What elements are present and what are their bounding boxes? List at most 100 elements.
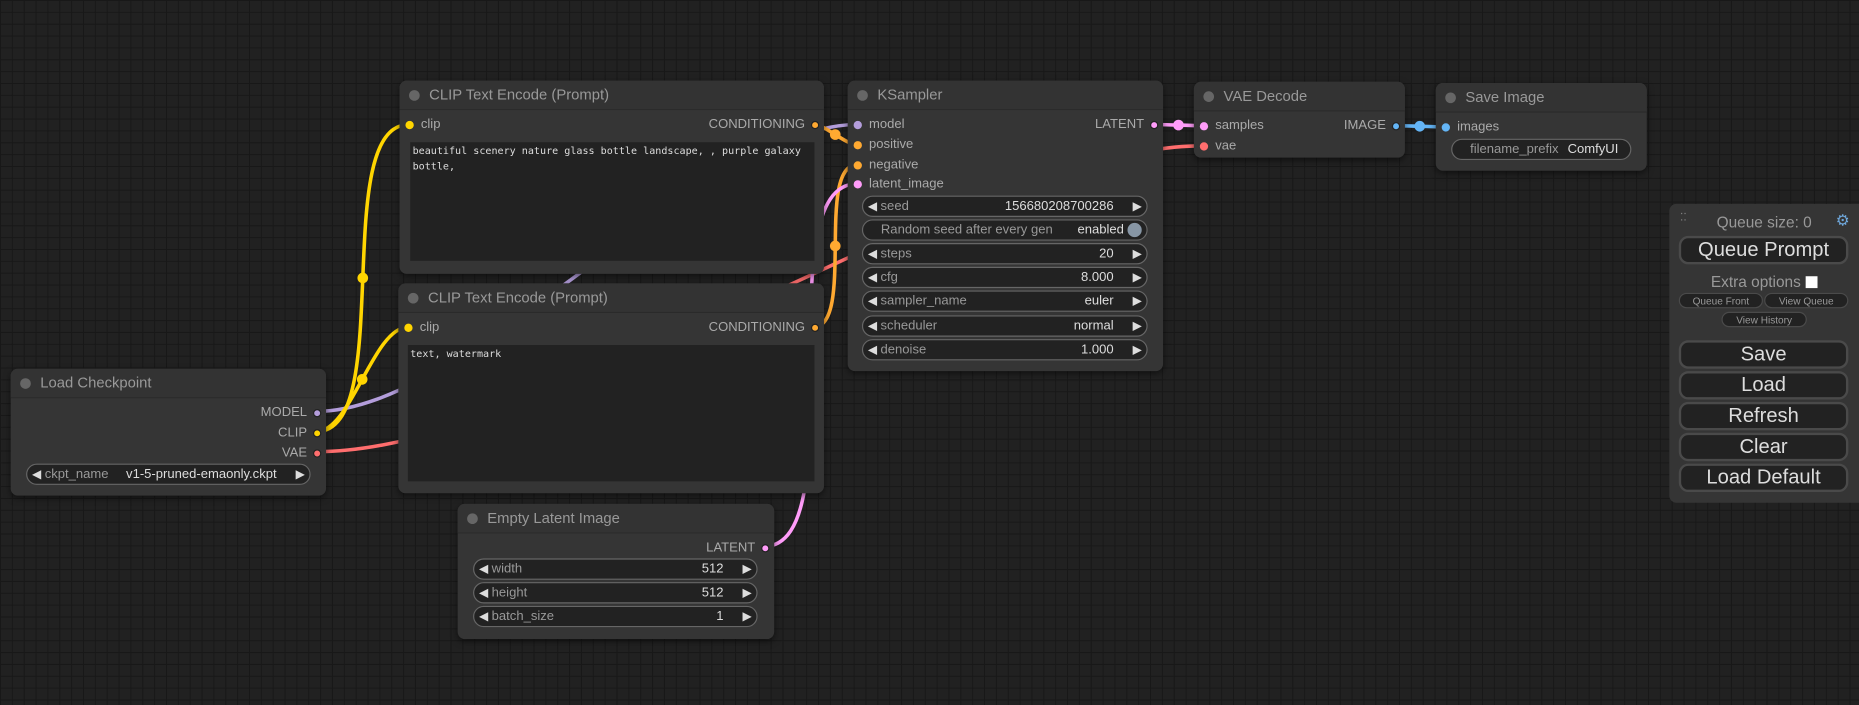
input-clip[interactable]: clip [404, 319, 439, 336]
output-model[interactable]: MODEL [261, 404, 322, 421]
node-title[interactable]: CLIP Text Encode (Prompt) [399, 80, 824, 111]
save-button[interactable]: Save [1678, 340, 1849, 369]
slot-dot-icon[interactable] [312, 408, 322, 417]
arrow-right-icon[interactable]: ▶ [1132, 294, 1142, 308]
arrow-right-icon[interactable]: ▶ [1132, 270, 1142, 284]
collapse-dot-icon[interactable] [857, 89, 868, 101]
link-center-dot[interactable] [356, 374, 368, 385]
gear-icon[interactable]: ⚙ [1835, 211, 1850, 229]
refresh-button[interactable]: Refresh [1678, 401, 1849, 431]
slot-dot-icon[interactable] [1441, 122, 1450, 132]
slot-dot-icon[interactable] [853, 140, 862, 149]
slot-dot-icon[interactable] [853, 160, 862, 169]
collapse-dot-icon[interactable] [1203, 90, 1215, 102]
arrow-right-icon[interactable]: ▶ [295, 467, 305, 481]
input-positive[interactable]: positive [853, 136, 913, 153]
arrow-left-icon[interactable]: ◀ [867, 294, 877, 308]
load-default-button[interactable]: Load Default [1678, 463, 1849, 493]
widget-batch-size[interactable]: ◀ batch_size 1 ▶ [473, 605, 758, 628]
toggle-knob-icon[interactable] [1127, 222, 1142, 238]
extra-options-checkbox[interactable] [1805, 275, 1818, 288]
view-queue-button[interactable]: View Queue [1764, 292, 1849, 309]
input-samples[interactable]: samples [1199, 117, 1264, 134]
widget-steps[interactable]: ◀ steps 20 ▶ [861, 243, 1148, 265]
widget-seed[interactable]: ◀ seed 156680208700286 ▶ [861, 195, 1148, 217]
arrow-right-icon[interactable]: ▶ [742, 586, 752, 600]
queue-prompt-button[interactable]: Queue Prompt [1678, 235, 1849, 265]
arrow-left-icon[interactable]: ◀ [478, 609, 489, 624]
widget-width[interactable]: ◀ width 512 ▶ [473, 558, 758, 580]
view-history-button[interactable]: View History [1721, 311, 1807, 328]
node-clip-text-encode-negative[interactable]: CLIP Text Encode (Prompt) clip CONDITION… [398, 283, 824, 494]
node-ksampler[interactable]: KSampler model positive negative latent_… [847, 80, 1164, 372]
input-images[interactable]: images [1441, 119, 1499, 136]
output-image[interactable]: IMAGE [1344, 117, 1401, 134]
arrow-right-icon[interactable]: ▶ [742, 609, 752, 624]
node-empty-latent-image[interactable]: Empty Latent Image LATENT ◀ width 512 ▶ ◀ he… [457, 503, 775, 640]
arrow-right-icon[interactable]: ▶ [742, 562, 752, 576]
slot-dot-icon[interactable] [405, 120, 414, 129]
drag-handle-icon[interactable]: ⁚⁚ [1679, 211, 1687, 223]
widget-filename-prefix[interactable]: filename_prefix ComfyUI [1451, 138, 1632, 161]
arrow-left-icon[interactable]: ◀ [867, 247, 877, 261]
slot-dot-icon[interactable] [404, 323, 413, 332]
arrow-left-icon[interactable]: ◀ [478, 562, 489, 576]
node-title[interactable]: VAE Decode [1193, 81, 1405, 112]
link-center-dot[interactable] [829, 240, 841, 252]
node-save-image[interactable]: Save Image images filename_prefix ComfyUI [1435, 82, 1647, 171]
slot-dot-icon[interactable] [853, 120, 862, 129]
output-latent[interactable]: LATENT [1095, 116, 1159, 133]
widget-ckpt-name[interactable]: ◀ ckpt_name v1-5-pruned-emaonly.ckpt ▶ [26, 463, 311, 485]
input-vae[interactable]: vae [1199, 138, 1236, 155]
arrow-right-icon[interactable]: ▶ [1132, 247, 1142, 261]
widget-denoise[interactable]: ◀ denoise 1.000 ▶ [861, 339, 1148, 361]
widget-scheduler[interactable]: ◀ scheduler normal ▶ [861, 315, 1148, 337]
link-center-dot[interactable] [1414, 120, 1426, 132]
node-title[interactable]: Save Image [1435, 82, 1647, 113]
arrow-left-icon[interactable]: ◀ [867, 199, 877, 213]
arrow-left-icon[interactable]: ◀ [867, 343, 877, 357]
slot-dot-icon[interactable] [312, 428, 322, 437]
link-center-dot[interactable] [1173, 119, 1184, 131]
link-center-dot[interactable] [829, 129, 841, 140]
slot-dot-icon[interactable] [1199, 121, 1209, 130]
queue-front-button[interactable]: Queue Front [1678, 292, 1763, 309]
arrow-left-icon[interactable]: ◀ [867, 270, 877, 284]
clear-button[interactable]: Clear [1678, 432, 1849, 462]
node-title[interactable]: KSampler [847, 80, 1164, 111]
slot-dot-icon[interactable] [312, 448, 322, 458]
slot-dot-icon[interactable] [1391, 121, 1401, 130]
output-conditioning[interactable]: CONDITIONING [709, 116, 820, 133]
collapse-dot-icon[interactable] [1445, 91, 1456, 103]
slot-dot-icon[interactable] [1150, 120, 1159, 129]
input-clip[interactable]: clip [405, 116, 440, 133]
arrow-left-icon[interactable]: ◀ [867, 319, 877, 333]
prompt-textarea[interactable] [407, 345, 815, 482]
arrow-right-icon[interactable]: ▶ [1132, 343, 1142, 357]
collapse-dot-icon[interactable] [407, 292, 419, 303]
widget-height[interactable]: ◀ height 512 ▶ [473, 582, 758, 604]
node-clip-text-encode-positive[interactable]: CLIP Text Encode (Prompt) clip CONDITION… [399, 80, 824, 274]
input-latent-image[interactable]: latent_image [853, 175, 944, 192]
arrow-right-icon[interactable]: ▶ [1132, 319, 1142, 333]
widget-sampler-name[interactable]: ◀ sampler_name euler ▶ [861, 290, 1148, 312]
toggle-random-seed[interactable]: Random seed after every gen enabled [861, 219, 1148, 241]
collapse-dot-icon[interactable] [409, 89, 420, 101]
arrow-right-icon[interactable]: ▶ [1132, 199, 1142, 213]
slot-dot-icon[interactable] [853, 179, 862, 188]
slot-dot-icon[interactable] [1199, 141, 1209, 150]
output-clip[interactable]: CLIP [278, 424, 322, 441]
output-conditioning[interactable]: CONDITIONING [709, 319, 820, 336]
slot-dot-icon[interactable] [810, 323, 820, 332]
collapse-dot-icon[interactable] [20, 377, 31, 389]
node-title[interactable]: Load Checkpoint [10, 368, 327, 399]
output-vae[interactable]: VAE [282, 445, 322, 462]
output-latent[interactable]: LATENT [706, 539, 770, 556]
prompt-textarea[interactable] [410, 142, 815, 261]
arrow-left-icon[interactable]: ◀ [478, 586, 489, 600]
node-vae-decode[interactable]: VAE Decode samples vae IMAGE [1193, 81, 1405, 158]
load-button[interactable]: Load [1678, 371, 1849, 400]
node-title[interactable]: CLIP Text Encode (Prompt) [398, 283, 824, 313]
input-model[interactable]: model [853, 116, 905, 133]
